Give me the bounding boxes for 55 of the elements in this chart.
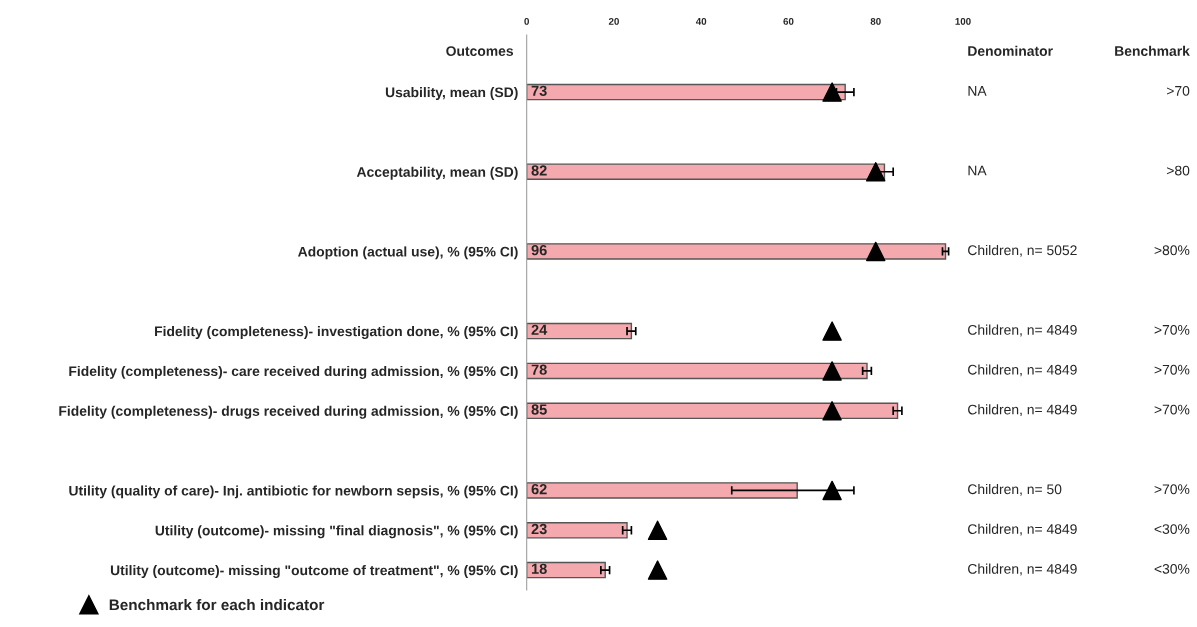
text: Children, n= 50 (968, 483, 1062, 496)
x-tick-label: 100 (955, 17, 971, 25)
y-tick-label: Fidelity (completeness)- investigation done, % (95% CI) (155, 326, 518, 340)
bar (526, 362, 868, 380)
bar (526, 561, 606, 579)
data-label: 62 (531, 484, 547, 495)
y-tick-label: Utility (outcome)- missing "outcome of treatment", % (95% CI) (110, 565, 518, 579)
y-tick-label: Fidelity (completeness)- drugs received during admission, % (95% CI) (59, 405, 518, 419)
text: >70% (1154, 484, 1190, 495)
legend-label: Benchmark for each indicator (109, 599, 325, 611)
data-label: 96 (531, 245, 547, 256)
bar (526, 322, 633, 340)
text: NA (968, 165, 987, 176)
data-label: 18 (531, 563, 547, 574)
text: >80% (1154, 245, 1190, 256)
bar (526, 243, 947, 260)
x-tick-label: 60 (783, 17, 794, 25)
text: >70 (1166, 85, 1190, 96)
text: Children, n= 4849 (968, 563, 1077, 576)
text: >70% (1154, 404, 1190, 415)
x-tick-label: 0 (524, 17, 529, 25)
bar (526, 163, 886, 181)
y-tick-label: Acceptability, mean (SD) (356, 166, 518, 180)
text: Children, n= 4849 (968, 324, 1077, 337)
bar (526, 482, 798, 499)
data-label: 82 (531, 165, 547, 176)
x-tick-label: 80 (870, 17, 881, 25)
y-tick-label: Utility (outcome)- missing "final diagnosis", % (95% CI) (155, 525, 518, 539)
bar (526, 521, 628, 539)
x-tick-label: 40 (695, 17, 707, 25)
y-tick-label: Usability, mean (SD) (385, 87, 518, 100)
text: Children, n= 4849 (968, 523, 1077, 536)
text: Children, n= 5052 (968, 244, 1077, 257)
y-tick-label: Utility (quality of care)- Inj. antibiotic for newborn sepsis, % (95% CI) (69, 485, 518, 499)
text: >70% (1154, 324, 1190, 335)
text: >70% (1154, 364, 1190, 375)
x-tick-label: 20 (608, 17, 619, 25)
y-axis-title: Outcomes (446, 46, 514, 56)
y-tick-label: Fidelity (completeness)- care received during admission, % (95% CI) (69, 365, 518, 379)
text: NA (968, 86, 987, 96)
data-label: 73 (531, 85, 547, 97)
bar (526, 83, 846, 101)
text: Benchmark (1115, 45, 1190, 56)
bar (526, 402, 899, 420)
text: Children, n= 4849 (968, 404, 1077, 417)
y-tick-label: Adoption (actual use), % (95% CI) (298, 246, 518, 260)
data-label: 78 (531, 364, 547, 375)
data-label: 85 (531, 404, 547, 415)
data-label: 23 (531, 523, 547, 535)
text: <30% (1154, 524, 1190, 534)
text: Children, n= 4849 (968, 364, 1077, 377)
text: Denominator (968, 45, 1053, 56)
data-label: 24 (531, 324, 548, 335)
text: >80 (1166, 165, 1190, 176)
text: <30% (1154, 563, 1190, 574)
